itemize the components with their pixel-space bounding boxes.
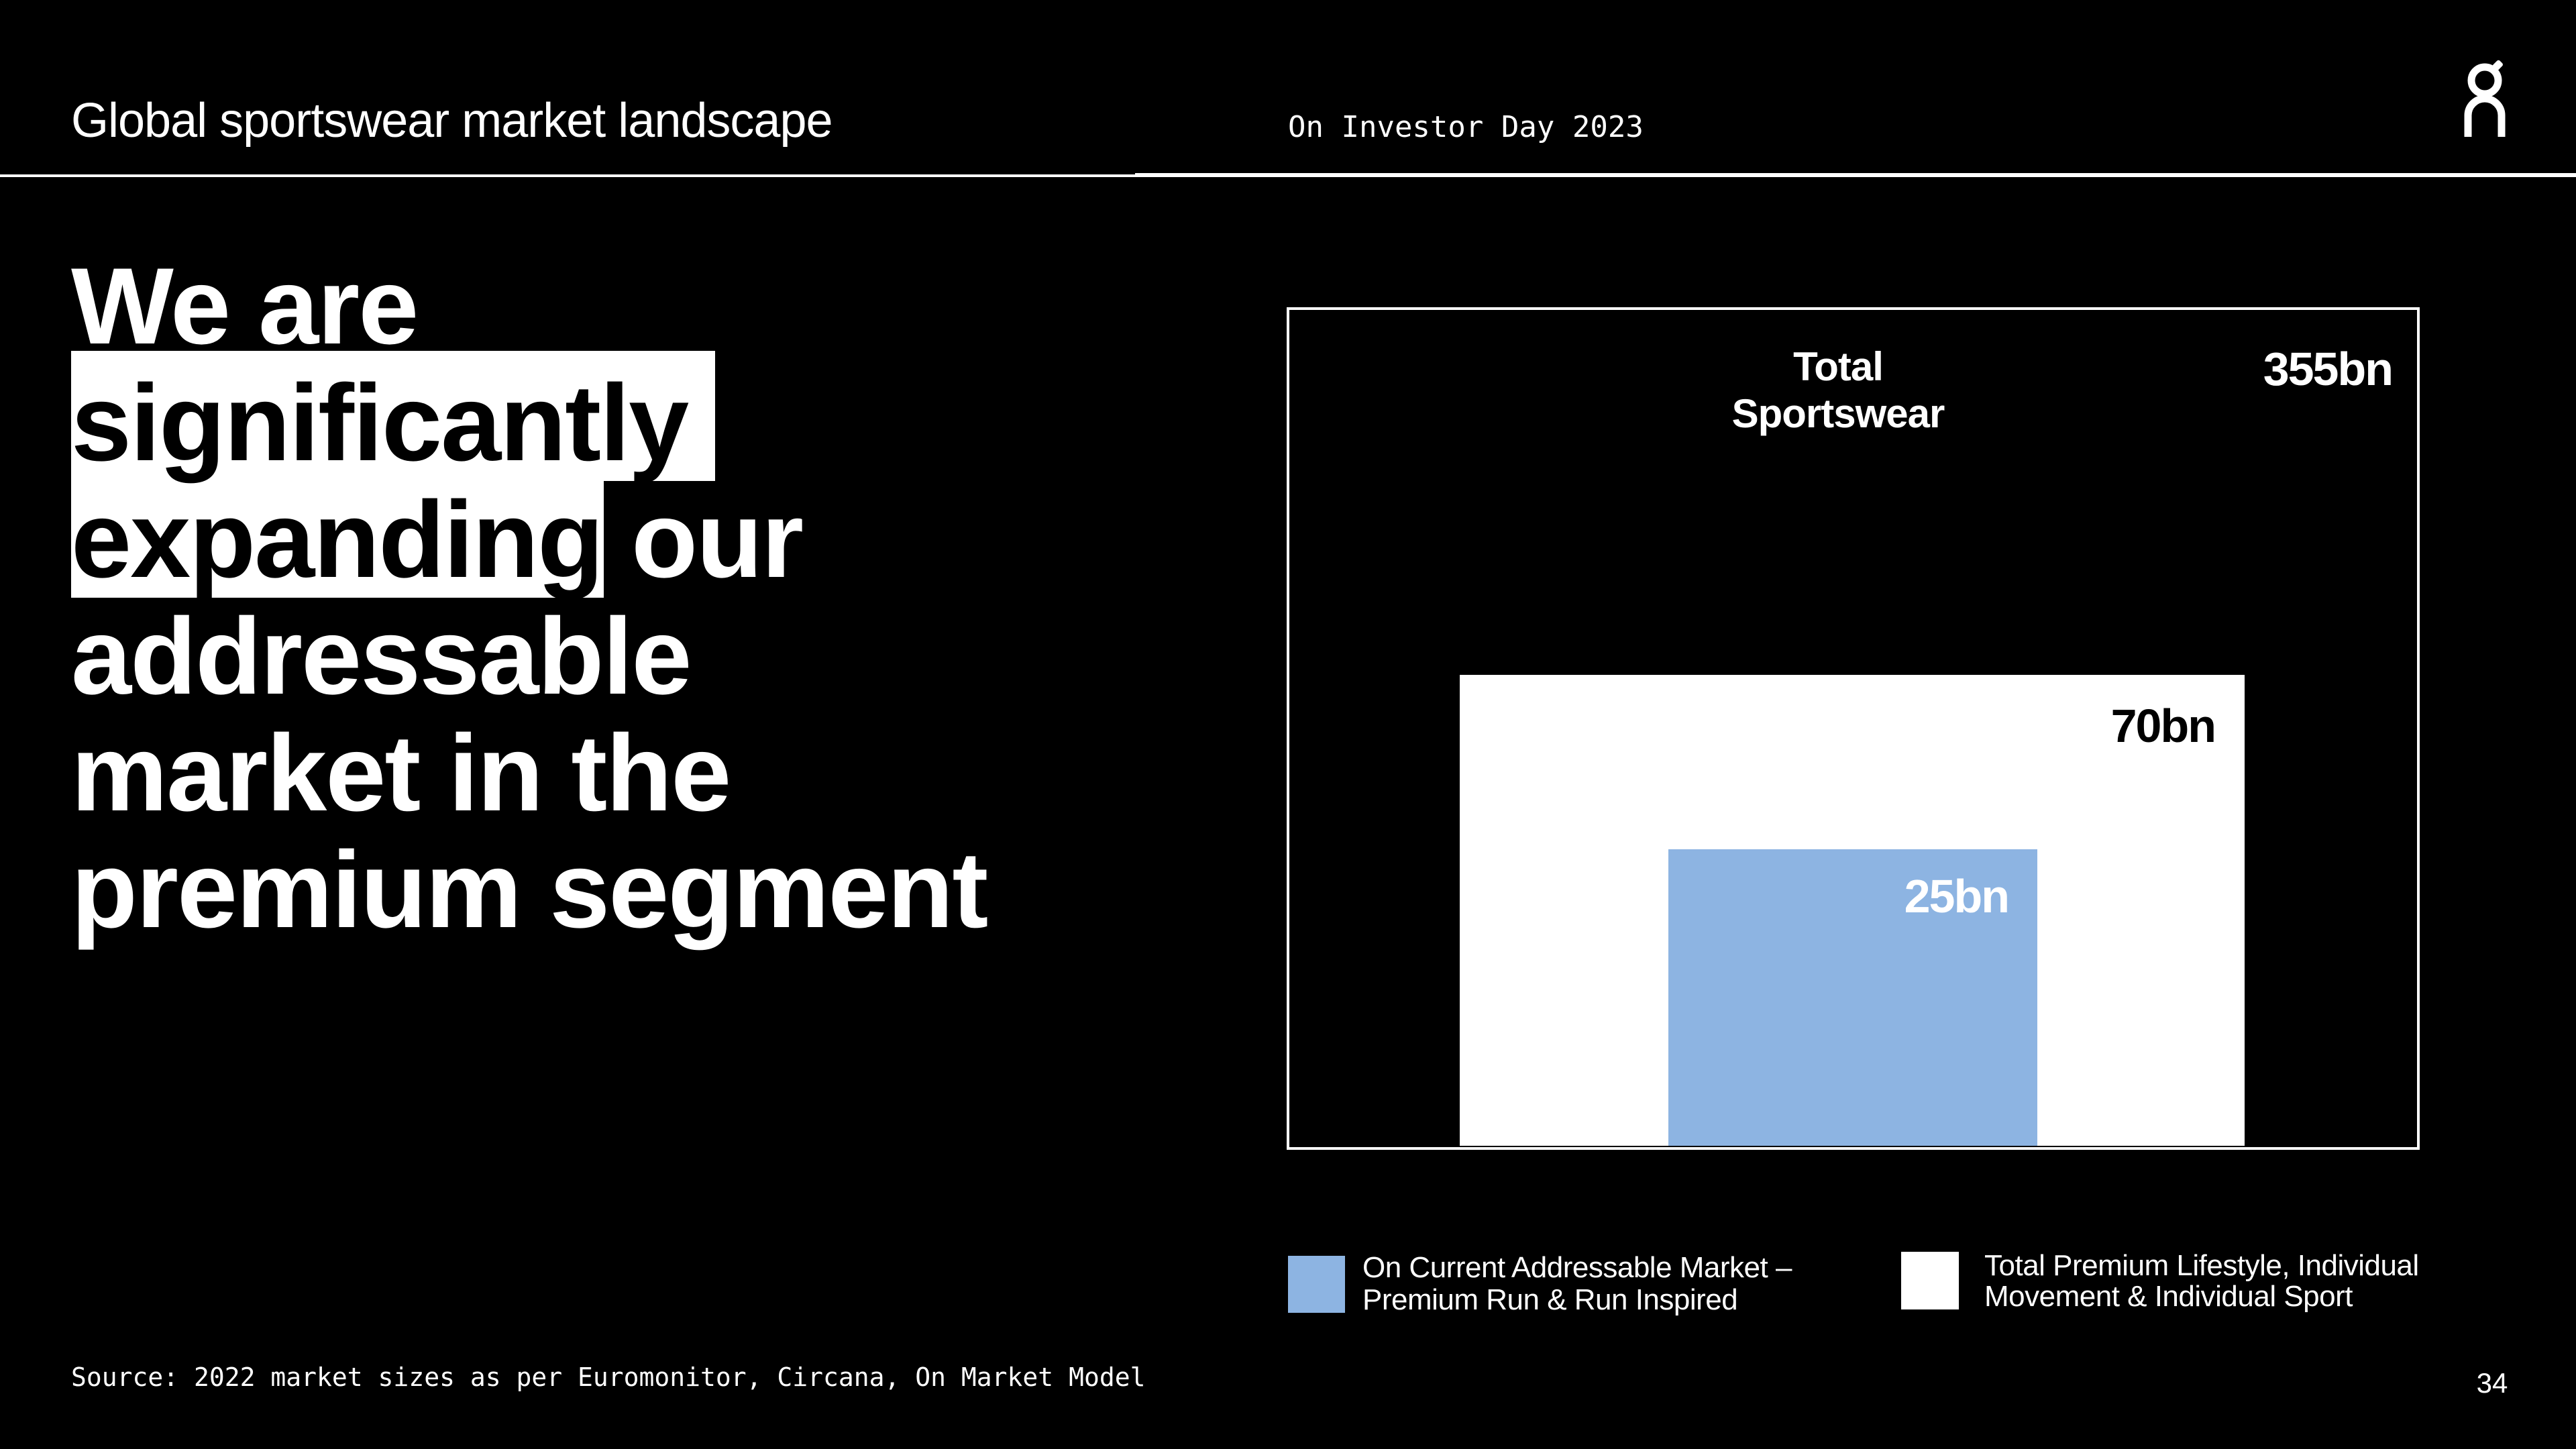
headline-line-1: We are (71, 246, 419, 367)
chart-total-label: Total Sportswear (1637, 343, 2039, 437)
chart-total-sportswear-area (1287, 307, 2420, 1150)
headline-line-3: expanding our (71, 482, 987, 598)
source-note: Source: 2022 market sizes as per Euromon… (71, 1362, 1146, 1392)
page-number: 34 (2476, 1367, 2508, 1399)
headline-line-4: addressable (71, 596, 692, 717)
legend-label-premium-line1: Total Premium Lifestyle, Individual (1984, 1249, 2419, 1282)
chart-value-premium: 70bn (2110, 700, 2216, 752)
legend-label-addressable-line1: On Current Addressable Market – (1362, 1251, 1792, 1284)
chart-value-total: 355bn (2263, 343, 2394, 395)
header-divider-left (0, 174, 1135, 177)
headline-line-5: market in the (71, 712, 731, 834)
headline-highlight-box-1 (71, 351, 715, 481)
page-headline: We are significantly expanding our addre… (71, 246, 988, 951)
chart-addressable-market-area (1668, 849, 2037, 1146)
headline-line-6: premium segment (71, 829, 988, 951)
headline-word-highlighted: expanding (71, 479, 604, 600)
legend-label-premium-line2: Movement & Individual Sport (1984, 1280, 2353, 1313)
headline-highlight-box-2 (71, 480, 604, 598)
chart-total-label-line2: Sportswear (1731, 391, 1945, 436)
legend-label-premium: Total Premium Lifestyle, Individual Move… (1984, 1250, 2419, 1312)
on-brand-logo-icon (2464, 60, 2506, 137)
legend-label-addressable: On Current Addressable Market – Premium … (1362, 1252, 1792, 1316)
headline-word: our (602, 479, 804, 600)
legend-swatch-addressable (1288, 1256, 1345, 1313)
header-divider-right (1135, 173, 2576, 177)
section-title: Global sportswear market landscape (71, 94, 833, 148)
event-label: On Investor Day 2023 (1288, 110, 1644, 144)
chart-total-label-line1: Total (1793, 344, 1884, 389)
headline-line-2-highlighted: significantly (71, 362, 689, 484)
chart-value-addressable: 25bn (1904, 870, 2010, 922)
legend-label-addressable-line2: Premium Run & Run Inspired (1362, 1283, 1738, 1316)
legend-swatch-premium (1901, 1252, 1959, 1309)
